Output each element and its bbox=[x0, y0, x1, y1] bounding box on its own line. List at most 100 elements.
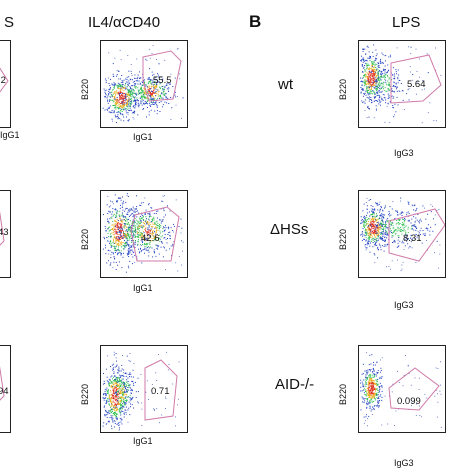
event-dot bbox=[109, 394, 110, 396]
event-dot bbox=[363, 389, 365, 391]
event-dot bbox=[385, 82, 387, 84]
event-dot bbox=[150, 83, 152, 85]
event-dot bbox=[128, 374, 130, 376]
event-dot bbox=[140, 236, 142, 238]
event-dot bbox=[162, 219, 164, 221]
event-dot bbox=[370, 80, 372, 82]
event-dot bbox=[148, 90, 150, 92]
event-dot bbox=[122, 242, 124, 244]
event-dot bbox=[368, 384, 369, 386]
event-dot bbox=[105, 230, 107, 232]
event-dot bbox=[131, 89, 133, 91]
event-dot bbox=[401, 242, 403, 244]
event-dot bbox=[408, 373, 410, 375]
event-dot bbox=[111, 364, 113, 366]
event-dot bbox=[370, 380, 372, 381]
event-dot bbox=[373, 80, 375, 82]
event-dot bbox=[130, 388, 132, 390]
event-dot bbox=[385, 226, 387, 228]
event-dot bbox=[111, 229, 113, 230]
event-dot bbox=[156, 113, 158, 115]
scatter-cloud bbox=[360, 197, 445, 272]
event-dot bbox=[362, 81, 364, 83]
event-dot bbox=[127, 377, 129, 379]
event-dot bbox=[116, 212, 118, 214]
event-dot bbox=[138, 228, 140, 230]
event-dot bbox=[108, 107, 110, 109]
event-dot bbox=[367, 241, 369, 243]
event-dot bbox=[120, 199, 122, 201]
event-dot bbox=[376, 238, 377, 240]
event-dot bbox=[120, 408, 122, 409]
event-dot bbox=[113, 397, 114, 399]
event-dot bbox=[164, 92, 166, 94]
event-dot bbox=[409, 66, 411, 67]
event-dot bbox=[133, 105, 134, 107]
event-dot bbox=[135, 102, 137, 104]
event-dot bbox=[363, 89, 365, 91]
event-dot bbox=[413, 224, 415, 226]
event-dot bbox=[125, 396, 127, 398]
event-dot bbox=[405, 225, 407, 227]
event-dot bbox=[151, 219, 153, 221]
event-dot bbox=[141, 218, 143, 220]
event-dot bbox=[106, 236, 108, 238]
event-dot bbox=[121, 206, 123, 208]
event-dot bbox=[368, 67, 370, 69]
event-dot bbox=[370, 72, 372, 73]
event-dot bbox=[405, 236, 407, 238]
event-dot bbox=[153, 410, 155, 411]
event-dot bbox=[401, 90, 403, 92]
event-dot bbox=[369, 233, 371, 235]
event-dot bbox=[132, 81, 134, 83]
event-dot bbox=[369, 390, 371, 392]
event-dot bbox=[371, 219, 373, 221]
event-dot bbox=[127, 105, 129, 107]
event-dot bbox=[157, 230, 159, 231]
event-dot bbox=[113, 236, 115, 238]
event-dot bbox=[110, 236, 112, 238]
event-dot bbox=[129, 376, 130, 378]
event-dot bbox=[118, 407, 120, 409]
event-dot bbox=[153, 237, 155, 239]
event-dot bbox=[380, 88, 382, 90]
event-dot bbox=[417, 214, 419, 215]
event-dot bbox=[113, 363, 114, 365]
event-dot bbox=[373, 231, 374, 233]
event-dot bbox=[157, 80, 159, 82]
event-dot bbox=[407, 211, 409, 213]
event-dot bbox=[124, 393, 126, 395]
event-dot bbox=[112, 252, 114, 254]
event-dot bbox=[112, 232, 114, 233]
event-dot bbox=[129, 78, 131, 80]
event-dot bbox=[377, 239, 379, 241]
event-dot bbox=[411, 218, 413, 220]
event-dot bbox=[162, 91, 164, 93]
event-dot bbox=[118, 227, 120, 229]
event-dot bbox=[115, 98, 117, 100]
event-dot bbox=[158, 225, 160, 227]
event-dot bbox=[146, 221, 148, 222]
event-dot bbox=[145, 230, 147, 232]
event-dot bbox=[148, 229, 150, 231]
event-dot bbox=[129, 103, 131, 105]
event-dot bbox=[370, 86, 372, 88]
event-dot bbox=[143, 103, 145, 105]
event-dot bbox=[126, 242, 128, 244]
event-dot bbox=[375, 218, 377, 220]
event-dot bbox=[387, 220, 388, 222]
event-dot bbox=[113, 226, 115, 228]
event-dot bbox=[141, 84, 143, 86]
event-dot bbox=[136, 94, 138, 96]
event-dot bbox=[119, 238, 121, 240]
event-dot bbox=[116, 390, 117, 392]
event-dot bbox=[377, 70, 379, 72]
event-dot bbox=[370, 97, 372, 98]
event-dot bbox=[143, 232, 145, 234]
event-dot bbox=[122, 397, 124, 399]
x-axis-label-il4-dhss: IgG1 bbox=[133, 283, 153, 293]
event-dot bbox=[117, 211, 119, 213]
event-dot bbox=[430, 226, 432, 228]
event-dot bbox=[379, 217, 380, 219]
event-dot bbox=[377, 381, 378, 383]
